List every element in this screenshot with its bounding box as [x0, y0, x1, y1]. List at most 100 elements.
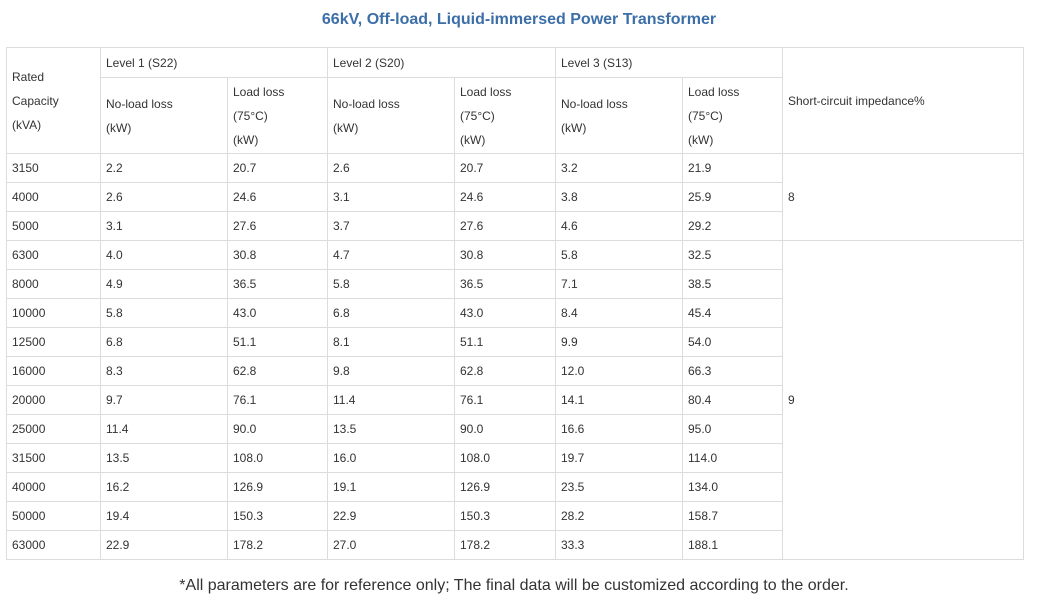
header-line: Capacity: [12, 93, 59, 108]
data-cell: 20000: [6, 385, 101, 415]
data-cell: 76.1: [227, 385, 328, 415]
data-cell: 12.0: [555, 356, 683, 386]
data-cell: 13.5: [327, 414, 455, 444]
data-cell: 3.1: [100, 211, 228, 241]
header-line: No-load loss: [561, 96, 628, 111]
data-cell: 95.0: [682, 414, 783, 444]
data-cell: 29.2: [682, 211, 783, 241]
header-cell: Short-circuit impedance%: [782, 47, 1024, 154]
data-cell: 32.5: [682, 240, 783, 270]
data-cell: 11.4: [327, 385, 455, 415]
data-cell: 8.4: [555, 298, 683, 328]
data-cell: 24.6: [227, 182, 328, 212]
data-cell: 158.7: [682, 501, 783, 531]
page-title: 66kV, Off-load, Liquid-immersed Power Tr…: [321, 11, 717, 28]
data-row: 3150 2.2 20.7 2.6 20.7 3.2 21.9 8: [6, 153, 1024, 241]
header-line: (kW): [561, 120, 587, 135]
data-row: 4000 2.6 24.6 3.1 24.6 3.8 25.9: [6, 182, 1024, 212]
data-cell: 150.3: [454, 501, 556, 531]
data-cell: 90.0: [454, 414, 556, 444]
data-cell: 22.9: [327, 501, 455, 531]
data-cell: 36.5: [454, 269, 556, 299]
data-cell: 13.5: [100, 443, 228, 473]
data-cell: 9.9: [555, 327, 683, 357]
data-cell: 80.4: [682, 385, 783, 415]
header-line: (kW): [688, 132, 714, 147]
data-row: 6300 4.0 30.8 4.7 30.8 5.8 32.5 9: [6, 240, 1024, 560]
data-row: 20000 9.7 76.1 11.4 76.1 14.1 80.4: [6, 385, 1024, 415]
data-cell: 27.6: [227, 211, 328, 241]
data-cell: 2.6: [100, 182, 228, 212]
data-cell: 16.2: [100, 472, 228, 502]
header-line: No-load loss: [333, 96, 400, 111]
data-cell: 40000: [6, 472, 101, 502]
data-cell: 108.0: [227, 443, 328, 473]
data-cell: 23.5: [555, 472, 683, 502]
data-cell: 19.4: [100, 501, 228, 531]
data-cell: 27.0: [327, 530, 455, 560]
header-line: (kW): [460, 132, 486, 147]
header-line: Load loss: [233, 84, 285, 99]
header-line: Rated: [12, 69, 45, 84]
header-line: (kW): [106, 120, 132, 135]
data-cell: 188.1: [682, 530, 783, 560]
header-cell: Load loss (75°C) (kW): [682, 77, 783, 154]
data-cell: 6.8: [327, 298, 455, 328]
data-row: 63000 22.9 178.2 27.0 178.2 33.3 188.1: [6, 530, 1024, 560]
data-cell: 8000: [6, 269, 101, 299]
data-cell: 178.2: [227, 530, 328, 560]
data-cell: 8.1: [327, 327, 455, 357]
data-cell: 76.1: [454, 385, 556, 415]
data-cell: 3.1: [327, 182, 455, 212]
data-cell: 4.0: [100, 240, 228, 270]
data-cell: 5000: [6, 211, 101, 241]
data-cell: 66.3: [682, 356, 783, 386]
data-cell: 12500: [6, 327, 101, 357]
data-cell: 51.1: [227, 327, 328, 357]
data-cell: 16.0: [327, 443, 455, 473]
data-cell: 20.7: [454, 153, 556, 183]
data-cell: 8.3: [100, 356, 228, 386]
level-header: Level 1 (S22): [100, 47, 328, 78]
data-cell: 90.0: [227, 414, 328, 444]
data-cell: 4.6: [555, 211, 683, 241]
data-cell: 63000: [6, 530, 101, 560]
data-row: 40000 16.2 126.9 19.1 126.9 23.5 134.0: [6, 472, 1024, 502]
data-cell: 19.7: [555, 443, 683, 473]
data-cell: 24.6: [454, 182, 556, 212]
table-body: Rated Capacity (kVA) Level 1 (S22) Level 2 (…: [6, 47, 1024, 560]
header-line: (kVA): [12, 117, 42, 132]
data-cell: 30.8: [227, 240, 328, 270]
footnote: *All parameters are for reference only; …: [179, 577, 849, 594]
data-cell: 3150: [6, 153, 101, 183]
header-row: Rated Capacity (kVA) Level 1 (S22) Level 2 (…: [6, 47, 1024, 154]
impedance-cell: 8: [782, 153, 1024, 241]
data-cell: 25.9: [682, 182, 783, 212]
data-cell: 108.0: [454, 443, 556, 473]
data-cell: 4.9: [100, 269, 228, 299]
data-cell: 6300: [6, 240, 101, 270]
header-cell: No-load loss (kW): [327, 77, 455, 154]
data-cell: 4000: [6, 182, 101, 212]
data-row: 31500 13.5 108.0 16.0 108.0 19.7 114.0: [6, 443, 1024, 473]
data-row: 12500 6.8 51.1 8.1 51.1 9.9 54.0: [6, 327, 1024, 357]
data-cell: 19.1: [327, 472, 455, 502]
header-line: No-load loss: [106, 96, 173, 111]
spec-table: Rated Capacity (kVA) Level 1 (S22) Level 2 (…: [6, 47, 1024, 560]
data-cell: 3.7: [327, 211, 455, 241]
data-cell: 2.2: [100, 153, 228, 183]
data-cell: 9.8: [327, 356, 455, 386]
data-cell: 62.8: [454, 356, 556, 386]
header-line: (75°C): [233, 108, 268, 123]
data-cell: 134.0: [682, 472, 783, 502]
data-cell: 30.8: [454, 240, 556, 270]
data-row: 5000 3.1 27.6 3.7 27.6 4.6 29.2: [6, 211, 1024, 241]
impedance-cell: 9: [782, 240, 1024, 560]
data-cell: 7.1: [555, 269, 683, 299]
data-cell: 3.8: [555, 182, 683, 212]
level-header: Level 2 (S20): [327, 47, 556, 78]
data-cell: 22.9: [100, 530, 228, 560]
header-line: Load loss: [688, 84, 740, 99]
data-cell: 126.9: [454, 472, 556, 502]
